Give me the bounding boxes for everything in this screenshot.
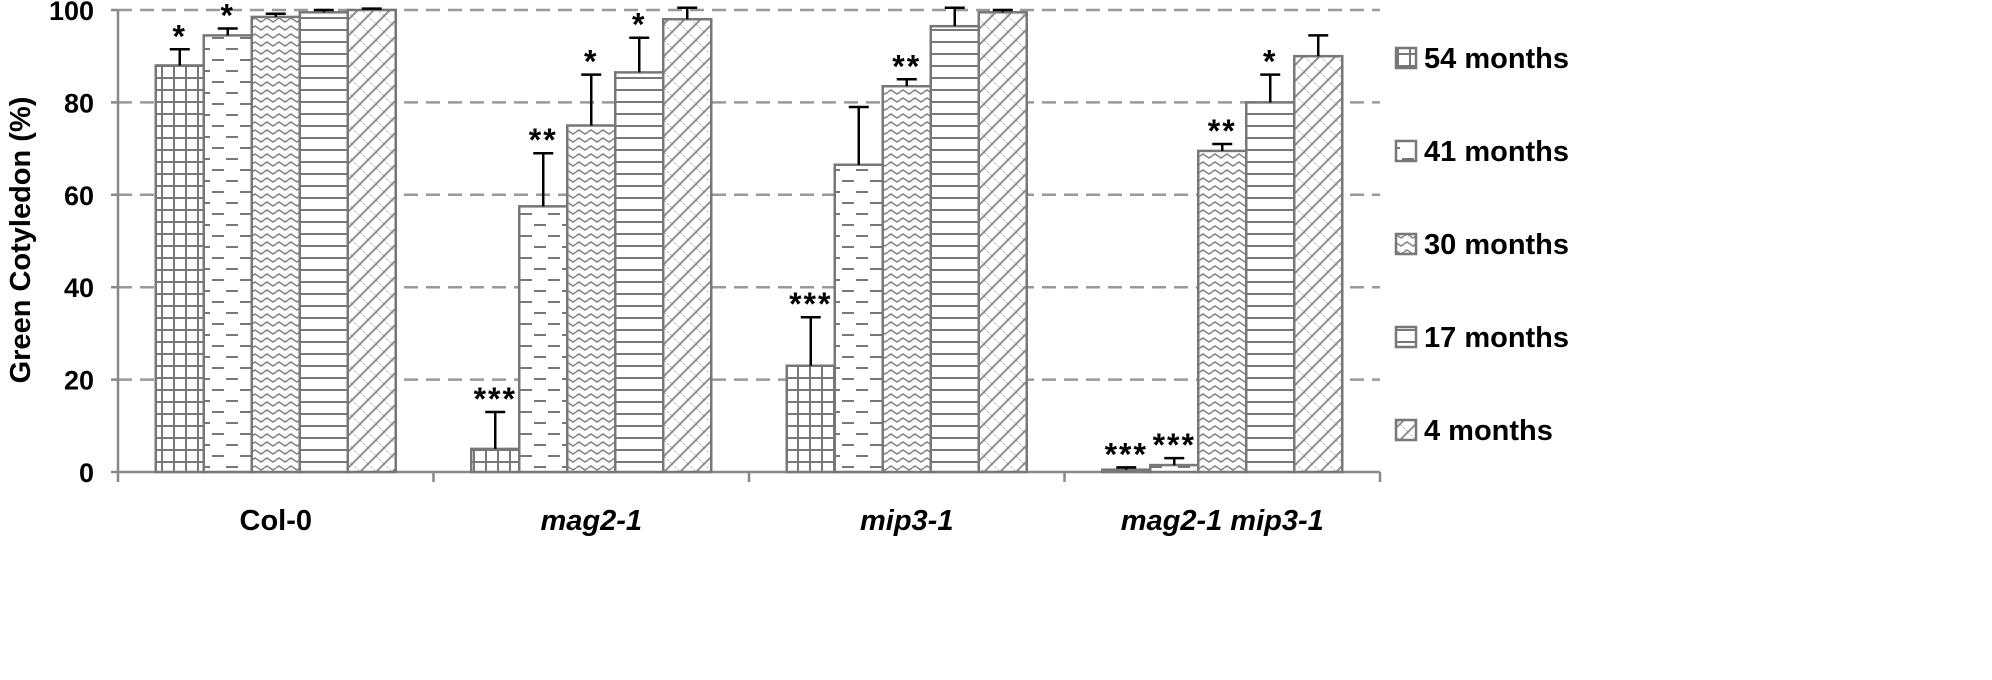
significance-mark: ***: [1105, 436, 1148, 472]
legend-swatch: [1394, 232, 1418, 256]
bar: [298, 11, 349, 474]
y-tick-label: 20: [64, 366, 94, 396]
bar: [154, 64, 205, 474]
significance-mark: ***: [1153, 427, 1196, 463]
legend-label: 4 months: [1424, 415, 1553, 447]
bar: [662, 17, 713, 474]
significance-mark: *: [221, 0, 235, 33]
bar: [202, 34, 253, 474]
significance-mark: *: [632, 7, 646, 43]
legend-label: 17 months: [1424, 322, 1569, 354]
bar: [614, 71, 665, 474]
bar: [1197, 149, 1248, 474]
x-tick-label: Col-0: [240, 505, 313, 537]
bar: [1293, 54, 1344, 474]
bar: [977, 11, 1028, 474]
x-tick-label: mip3-1: [860, 505, 953, 537]
y-tick-label: 100: [49, 0, 94, 26]
significance-mark: **: [892, 48, 921, 84]
y-tick-label: 0: [79, 458, 94, 488]
bar: [881, 84, 932, 474]
x-tick-label: mag2-1: [540, 505, 642, 537]
y-axis-title: Green Cotyledon (%): [5, 97, 37, 384]
significance-mark: *: [173, 18, 187, 54]
y-tick-label: 80: [64, 88, 94, 118]
legend-swatch: [1394, 139, 1418, 163]
legend-swatch: [1394, 418, 1418, 442]
bar: [566, 124, 617, 474]
significance-mark: **: [1208, 113, 1237, 149]
legend-label: 41 months: [1424, 136, 1569, 168]
legend: 54 months 41 months 30 months 17 months 4 mo…: [1394, 43, 1569, 447]
bar: [785, 364, 836, 474]
legend-swatch: [1394, 46, 1418, 70]
y-tick-label: 40: [64, 273, 94, 303]
bars: [154, 6, 1344, 474]
bar: [470, 447, 521, 474]
y-tick-label: 60: [64, 181, 94, 211]
significance-mark: **: [529, 122, 558, 158]
bar: [833, 163, 884, 474]
bar: [1149, 463, 1200, 474]
legend-label: 30 months: [1424, 229, 1569, 261]
significance-mark: ***: [789, 286, 832, 322]
legend-swatch: [1394, 325, 1418, 349]
legend-label: 54 months: [1424, 43, 1569, 75]
labels: 020406080100Col-0**mag2-1*******mip3-1**…: [49, 0, 1324, 537]
bar: [346, 8, 397, 474]
bar: [518, 205, 569, 474]
significance-mark: ***: [474, 381, 517, 417]
significance-mark: *: [584, 44, 598, 80]
bar: [250, 15, 301, 474]
significance-mark: *: [1263, 44, 1277, 80]
bar: [929, 24, 980, 474]
x-tick-label: mag2-1 mip3-1: [1121, 505, 1324, 537]
bar: [1245, 101, 1296, 474]
